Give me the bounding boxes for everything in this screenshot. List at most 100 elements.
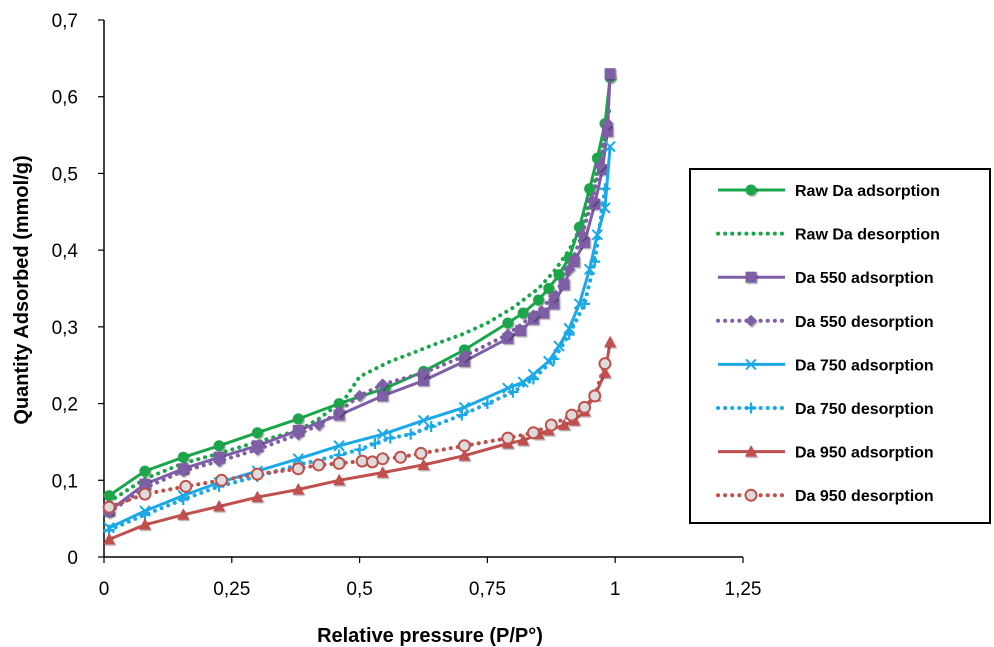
data-point — [502, 317, 514, 329]
y-tick-label: 0,3 — [52, 318, 78, 339]
data-point — [251, 490, 264, 503]
legend-label: Da 950 adsorption — [795, 445, 934, 462]
data-point — [548, 353, 560, 365]
legend-label: Raw Da desorption — [795, 227, 940, 244]
data-point — [177, 465, 190, 478]
data-point — [251, 427, 263, 439]
data-point — [418, 375, 429, 387]
series-da-750-desorption — [103, 183, 611, 536]
data-point — [312, 419, 325, 432]
data-point — [604, 335, 617, 348]
legend-item: Raw Da adsorption — [718, 183, 940, 200]
data-point — [589, 256, 601, 268]
data-point — [558, 279, 570, 291]
data-point — [604, 68, 616, 80]
data-point — [377, 390, 389, 402]
x-tick-label: 0 — [99, 579, 110, 600]
data-point — [292, 482, 305, 495]
series-line — [107, 102, 613, 504]
legend-label: Raw Da adsorption — [795, 183, 940, 200]
y-tick-label: 0,2 — [52, 395, 78, 416]
data-point — [417, 366, 430, 379]
data-point — [292, 413, 304, 425]
data-point — [333, 473, 346, 486]
legend-item: Da 950 adsorption — [718, 445, 934, 462]
data-point — [501, 328, 514, 341]
series-da-550-desorption — [103, 117, 614, 519]
x-tick-label: 1 — [610, 579, 621, 600]
data-point — [213, 499, 226, 512]
data-point — [481, 398, 493, 410]
data-point — [458, 449, 471, 461]
data-point — [563, 329, 575, 341]
data-point — [507, 386, 519, 398]
data-point — [250, 467, 264, 481]
x-axis-title: Relative pressure (P/P°) — [317, 625, 543, 647]
legend-marker — [745, 445, 757, 457]
y-tick-label: 0 — [67, 548, 78, 569]
data-point — [544, 418, 558, 432]
data-point — [598, 357, 612, 371]
data-point — [376, 466, 389, 478]
y-tick-label: 0,5 — [52, 164, 78, 185]
data-point — [547, 290, 560, 303]
legend-label: Da 950 desorption — [795, 488, 934, 505]
data-point — [215, 473, 229, 487]
data-point — [553, 340, 565, 352]
data-point — [384, 432, 396, 444]
y-tick-label: 0,1 — [52, 471, 78, 492]
legend-label: Da 750 adsorption — [795, 357, 934, 374]
data-point — [177, 451, 189, 463]
axes: 0 0,25 0,5 0,75 1 1,25 0 0,1 0,2 0,3 0,4 0,5 0,6 0,7 — [52, 11, 762, 600]
data-point — [548, 298, 560, 310]
data-point — [515, 325, 527, 337]
series-layer — [102, 68, 617, 545]
y-tick-label: 0,6 — [52, 88, 78, 109]
legend-item: Da 950 desorption — [716, 488, 934, 505]
legend-marker — [745, 314, 757, 327]
data-point — [138, 487, 152, 501]
data-point — [565, 408, 579, 422]
data-point — [213, 440, 225, 452]
data-point — [596, 164, 608, 176]
legend-marker — [745, 358, 757, 371]
data-point — [177, 493, 189, 505]
data-point — [376, 452, 390, 466]
legend: Raw Da adsorption Raw Da desorption Da 550… — [689, 168, 991, 524]
data-point — [604, 140, 616, 153]
data-point — [102, 500, 116, 514]
data-point — [425, 421, 437, 433]
x-tick-label: 1,25 — [725, 579, 762, 600]
data-point — [139, 465, 151, 477]
legend-label: Da 750 desorption — [795, 401, 934, 418]
data-point — [353, 389, 366, 402]
data-point — [579, 236, 591, 248]
legend-item: Da 550 adsorption — [718, 270, 934, 287]
data-point — [312, 458, 326, 472]
series-line — [107, 121, 610, 515]
y-tick-label: 0,7 — [52, 11, 78, 32]
data-point — [103, 532, 116, 545]
legend-item: Da 750 adsorption — [718, 357, 934, 374]
data-point — [517, 307, 529, 319]
data-point — [601, 117, 614, 130]
data-point — [568, 256, 580, 268]
legend-label: Da 550 adsorption — [795, 270, 934, 287]
data-point — [369, 437, 381, 449]
data-point — [177, 508, 190, 520]
data-point — [103, 490, 115, 502]
data-point — [553, 269, 565, 281]
legend-item: Da 550 desorption — [716, 314, 934, 331]
data-point — [138, 518, 151, 530]
data-point — [517, 433, 530, 446]
legend-marker — [744, 488, 758, 502]
data-point — [586, 194, 599, 207]
series-da-950-desorption — [102, 357, 612, 514]
data-point — [414, 446, 428, 460]
legend-item: Da 750 desorption — [716, 401, 934, 418]
data-point — [578, 400, 592, 414]
data-point — [456, 409, 468, 421]
legend-marker — [745, 271, 757, 283]
data-point — [579, 298, 591, 310]
data-point — [291, 462, 305, 476]
